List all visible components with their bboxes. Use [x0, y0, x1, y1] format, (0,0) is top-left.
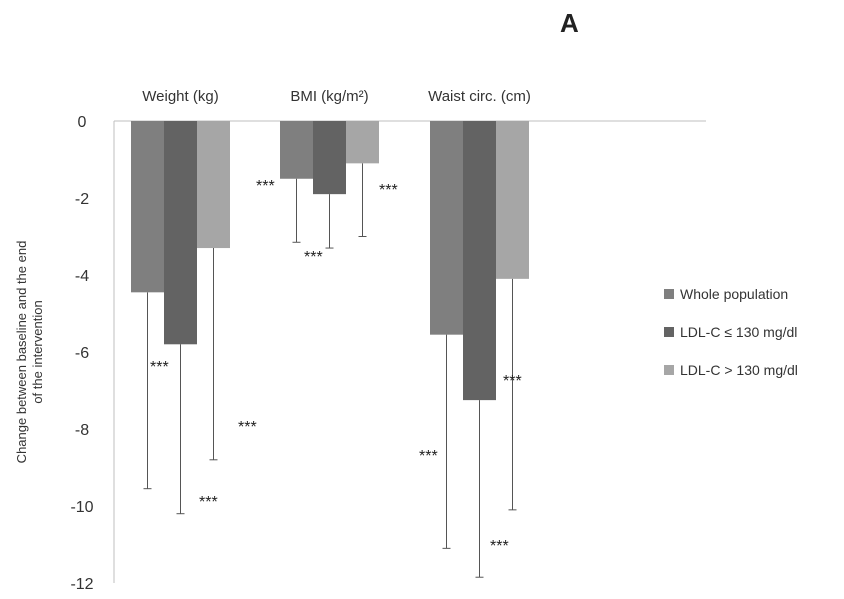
significance-label: ***	[199, 494, 218, 511]
error-bars	[143, 163, 517, 578]
bar	[346, 121, 379, 164]
bar	[280, 121, 313, 179]
legend-swatch	[664, 327, 674, 337]
y-tick-labels: 0 -2 -4 -6 -8 -10 -12	[70, 114, 93, 593]
y-axis-label: Change between baseline and the endof th…	[14, 241, 45, 464]
category-label: Waist circ. (cm)	[428, 88, 531, 105]
bar	[430, 121, 463, 335]
legend-label: LDL-C ≤ 130 mg/dl	[680, 324, 798, 340]
category-label: BMI (kg/m²)	[290, 88, 368, 105]
category-labels: Weight (kg) BMI (kg/m²) Waist circ. (cm)	[142, 88, 531, 105]
bars	[131, 121, 529, 401]
significance-label: ***	[304, 249, 323, 266]
significance-label: ***	[503, 373, 522, 390]
panel-label: A	[560, 8, 579, 38]
y-tick-label: -2	[75, 191, 89, 208]
y-tick-label: -8	[75, 422, 89, 439]
bar	[313, 121, 346, 195]
bar	[463, 121, 496, 401]
legend-label: Whole population	[680, 286, 789, 302]
category-label: Weight (kg)	[142, 88, 218, 105]
legend-label: LDL-C > 130 mg/dl	[680, 362, 798, 378]
significance-label: ***	[490, 538, 509, 555]
legend-item-ldl-high: LDL-C > 130 mg/dl	[664, 360, 798, 380]
y-axis-title-line: of the intervention	[30, 300, 45, 403]
bar	[496, 121, 529, 279]
legend: Whole population LDL-C ≤ 130 mg/dl LDL-C…	[664, 284, 798, 398]
bar	[197, 121, 230, 249]
legend-item-whole-population: Whole population	[664, 284, 798, 304]
y-axis-title: Change between baseline and the endof th…	[14, 241, 45, 464]
significance-label: ***	[150, 359, 169, 376]
y-tick-label: -12	[70, 576, 93, 593]
bar	[131, 121, 164, 293]
significance-labels: *** *** *** *** *** *** *** *** ***	[150, 178, 522, 555]
significance-label: ***	[379, 182, 398, 199]
y-axis-title-line: Change between baseline and the end	[14, 241, 29, 464]
y-tick-label: 0	[78, 114, 87, 131]
y-tick-label: -10	[70, 499, 93, 516]
y-tick-label: -6	[75, 345, 89, 362]
legend-swatch	[664, 289, 674, 299]
y-tick-label: -4	[75, 268, 89, 285]
significance-label: ***	[419, 448, 438, 465]
significance-label: ***	[238, 419, 257, 436]
significance-label: ***	[256, 178, 275, 195]
bar	[164, 121, 197, 345]
legend-swatch	[664, 365, 674, 375]
legend-item-ldl-low: LDL-C ≤ 130 mg/dl	[664, 322, 798, 342]
